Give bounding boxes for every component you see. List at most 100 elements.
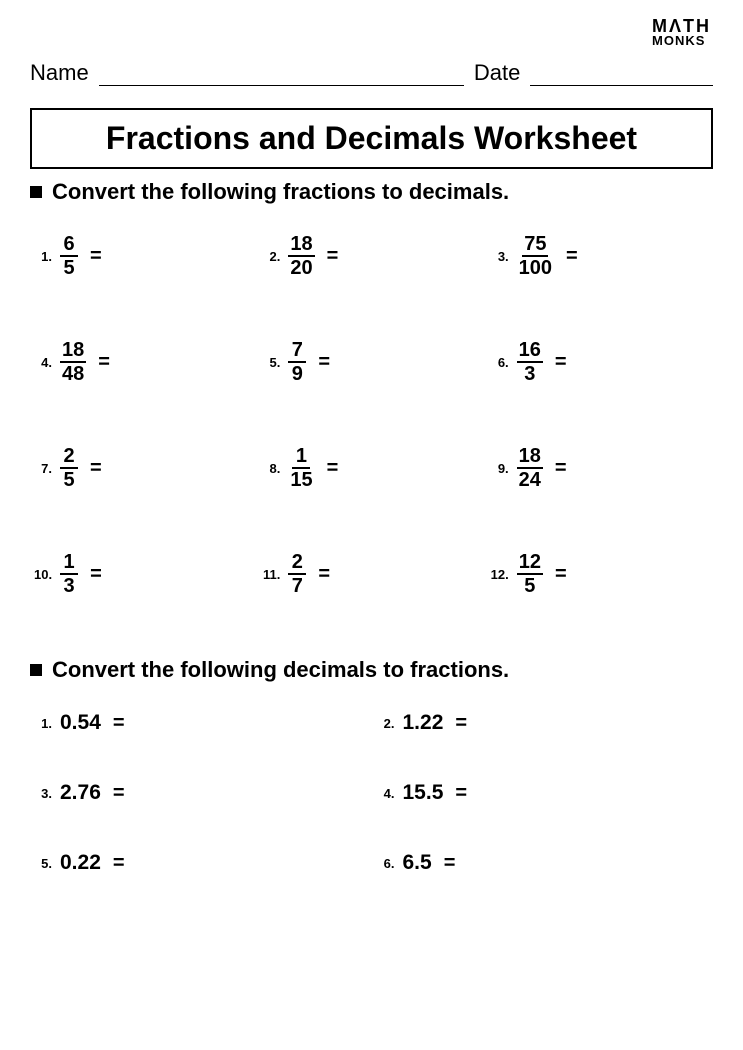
denominator: 5 [61,257,76,279]
equals-sign: = [113,782,125,805]
fraction: 163 [517,339,543,385]
decimal-value: 15.5 [403,781,444,805]
problem-number: 6. [377,856,395,871]
fractions-grid: 1.65=2.1820=3.75100=4.1848=5.79=6.163=7.… [30,233,713,597]
denominator: 48 [60,363,86,385]
problem-number: 2. [377,716,395,731]
equals-sign: = [90,563,102,586]
problem-number: 8. [262,461,280,476]
denominator: 9 [290,363,305,385]
problem-number: 12. [491,567,509,582]
denominator: 15 [288,469,314,491]
numerator: 6 [60,233,78,257]
section2-heading: Convert the following decimals to fracti… [52,657,509,683]
fraction-problem: 6.163= [491,339,709,385]
equals-sign: = [90,245,102,268]
numerator: 18 [517,445,543,469]
fraction-problem: 2. 1820 = [262,233,480,279]
section1-heading: Convert the following fractions to decim… [52,179,509,205]
numerator: 2 [288,551,306,575]
section1-header: Convert the following fractions to decim… [30,179,713,205]
equals-sign: = [444,852,456,875]
equals-sign: = [90,457,102,480]
equals-sign: = [566,245,578,268]
name-label: Name [30,60,89,86]
bullet-icon [30,664,42,676]
decimal-problem: 3. 2.76 = [34,781,367,805]
decimal-problem: 5. 0.22 = [34,851,367,875]
equals-sign: = [455,712,467,735]
numerator: 75 [522,233,548,257]
problem-number: 11. [262,567,280,582]
equals-sign: = [98,351,110,374]
numerator: 12 [517,551,543,575]
fraction: 13 [60,551,78,597]
decimal-value: 0.22 [60,851,101,875]
problem-number: 10. [34,567,52,582]
fraction-problem: 11. 27 = [262,551,480,597]
problem-number: 2. [262,249,280,264]
fraction-problem: 4. 1848 = [34,339,252,385]
problem-number: 4. [34,355,52,370]
numerator: 18 [288,233,314,257]
equals-sign: = [327,457,339,480]
problem-number: 6. [491,355,509,370]
denominator: 5 [61,469,76,491]
problem-number: 3. [34,786,52,801]
fraction: 1820 [288,233,314,279]
equals-sign: = [113,712,125,735]
denominator: 5 [522,575,537,597]
equals-sign: = [327,245,339,268]
fraction-problem: 5. 79 = [262,339,480,385]
problem-number: 4. [377,786,395,801]
fraction: 65 [60,233,78,279]
denominator: 3 [62,575,77,597]
problem-number: 1. [34,249,52,264]
numerator: 1 [292,445,310,469]
decimal-value: 2.76 [60,781,101,805]
numerator: 7 [288,339,306,363]
fraction-problem: 12. 125 = [491,551,709,597]
equals-sign: = [318,351,330,374]
section2-header: Convert the following decimals to fracti… [30,657,713,683]
denominator: 20 [288,257,314,279]
denominator: 24 [517,469,543,491]
numerator: 1 [60,551,78,575]
fraction: 1848 [60,339,86,385]
decimals-grid: 1.0.54=2.1.22=3.2.76=4.15.5=5.0.22=6.6.5… [30,711,713,875]
problem-number: 1. [34,716,52,731]
name-input-line[interactable] [99,64,464,86]
fraction: 75100 [517,233,554,279]
fraction-problem: 7.25= [34,445,252,491]
fraction: 25 [60,445,78,491]
fraction: 125 [517,551,543,597]
worksheet-title: Fractions and Decimals Worksheet [106,120,637,156]
decimal-value: 6.5 [403,851,432,875]
fraction-problem: 1. 65 = [34,233,252,279]
equals-sign: = [555,457,567,480]
date-input-line[interactable] [530,64,713,86]
fraction-problem: 10. 13 = [34,551,252,597]
fraction: 27 [288,551,306,597]
equals-sign: = [113,852,125,875]
problem-number: 3. [491,249,509,264]
equals-sign: = [555,563,567,586]
header-row: Name Date [30,60,713,86]
equals-sign: = [318,563,330,586]
numerator: 2 [60,445,78,469]
equals-sign: = [455,782,467,805]
problem-number: 5. [262,355,280,370]
bullet-icon [30,186,42,198]
date-label: Date [474,60,520,86]
problem-number: 9. [491,461,509,476]
decimal-problem: 1. 0.54 = [34,711,367,735]
problem-number: 5. [34,856,52,871]
decimal-problem: 6. 6.5 = [377,851,710,875]
numerator: 16 [517,339,543,363]
numerator: 18 [60,339,86,363]
denominator: 100 [517,257,554,279]
brand-logo: MΛTH MONKS [652,18,711,47]
fraction: 115 [288,445,314,491]
decimal-value: 0.54 [60,711,101,735]
fraction-problem: 3. 75100 = [491,233,709,279]
